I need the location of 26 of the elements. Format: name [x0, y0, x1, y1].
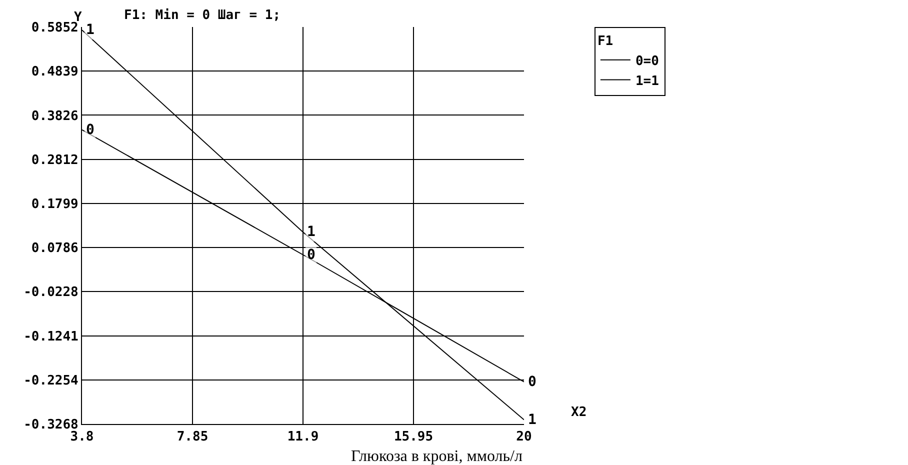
x-tick-label: 20: [516, 430, 532, 445]
x-tick-label: 7.85: [176, 430, 208, 445]
y-tick-label: -0.2254: [24, 373, 79, 388]
annotation: 0: [307, 247, 316, 263]
y-tick-label: 0.2812: [31, 152, 78, 168]
annotation: 1: [528, 412, 536, 428]
y-tick-label: 0.4839: [31, 64, 78, 80]
y-tick-label: 0.3826: [31, 108, 79, 124]
legend-title: F1: [597, 34, 614, 49]
annotation: 1: [86, 22, 94, 38]
y-tick-label: 0.1799: [31, 196, 78, 212]
x-axis-title: X2: [571, 405, 587, 420]
annotation: 0: [528, 374, 536, 390]
y-tick-label: -0.0228: [24, 285, 79, 300]
x-tick-label: 3.8: [70, 430, 94, 445]
chart-title: F1: Min = 0 Шаг = 1;: [124, 8, 281, 23]
x-tick-label: 15.95: [394, 430, 434, 445]
x-tick-label: 11.9: [287, 430, 319, 445]
y-tick-label: 0.5852: [31, 20, 78, 36]
legend-label: 1=1: [635, 74, 660, 89]
annotation: 0: [86, 122, 94, 138]
y-tick-label: 0.0786: [31, 241, 79, 256]
y-tick-label: -0.1241: [24, 329, 79, 344]
text: Глюкоза в крові, ммоль/л: [351, 448, 522, 465]
annotation: 1: [307, 224, 316, 240]
legend-label: 0=0: [635, 54, 660, 69]
